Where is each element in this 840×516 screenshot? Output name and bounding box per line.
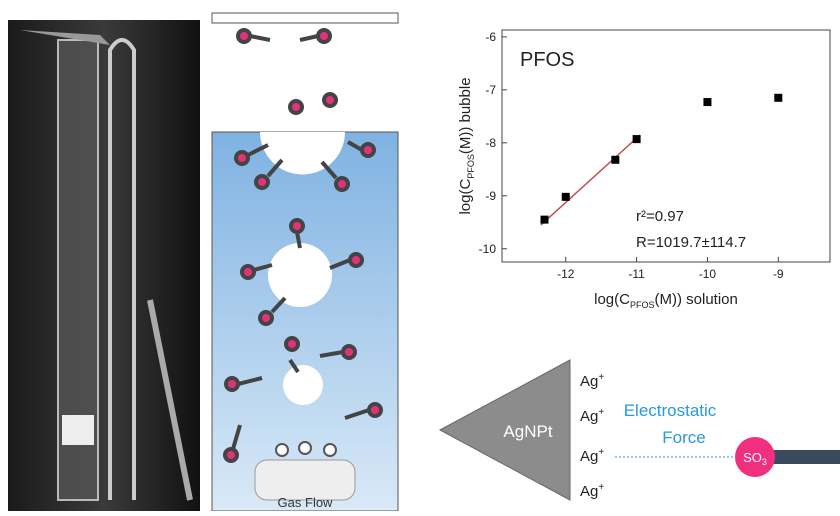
ion-charge: +	[598, 407, 604, 418]
ion-base: Ag	[580, 408, 598, 425]
y-tick-label: -7	[485, 83, 496, 97]
ion-base: Ag	[580, 448, 598, 465]
ion-label: Ag+	[580, 447, 604, 465]
point	[774, 94, 782, 102]
schematic: Gas Flow	[212, 13, 398, 511]
y-tick-label: -10	[479, 242, 497, 256]
photo	[8, 20, 200, 511]
point	[633, 135, 641, 143]
label-part: PFOS	[630, 300, 655, 310]
figure: Gas Flow -10-9-8-7-6-12-11-10-9log(CPFOS…	[0, 0, 840, 511]
x-tick-label: -9	[773, 267, 784, 281]
particle-diagram: AgNPt Ag+Ag+Ag+Ag+ Electrostatic Force S…	[440, 360, 840, 500]
label-part: (M)) solution	[655, 291, 738, 308]
point	[562, 193, 570, 201]
annotation: R=1019.7±114.7	[636, 234, 746, 251]
y-tick-label: -8	[485, 136, 496, 150]
y-axis-label: log(CPFOS(M)) bubble	[457, 77, 476, 214]
label-part: log(C	[457, 179, 474, 215]
force-label: Force	[662, 428, 705, 447]
ion-base: Ag	[580, 483, 598, 500]
ion-charge: +	[598, 372, 604, 383]
y-tick-label: -9	[485, 189, 496, 203]
point	[541, 216, 549, 224]
annotation: r²=0.97	[636, 208, 684, 225]
point	[611, 156, 619, 164]
x-tick-label: -10	[699, 267, 717, 281]
x-tick-label: -12	[557, 267, 575, 281]
ion-charge: +	[598, 447, 604, 458]
particle-label: AgNPt	[503, 422, 552, 441]
x-tick-label: -11	[628, 267, 645, 281]
ion-label: Ag+	[580, 407, 604, 425]
x-axis-label: log(CPFOS(M)) solution	[594, 291, 738, 310]
ion-label: Ag+	[580, 482, 604, 500]
label-part: log(C	[594, 291, 630, 308]
ion-label: Ag+	[580, 372, 604, 390]
label-part: (M)) bubble	[457, 77, 474, 154]
point	[703, 98, 711, 106]
gas-label: Gas Flow	[278, 495, 334, 510]
label-part: PFOS	[466, 154, 476, 179]
y-tick-label: -6	[485, 30, 496, 44]
annotation: PFOS	[520, 49, 574, 71]
ion-base: Ag	[580, 373, 598, 390]
ion-charge: +	[598, 482, 604, 493]
force-label: Electrostatic	[624, 401, 717, 420]
